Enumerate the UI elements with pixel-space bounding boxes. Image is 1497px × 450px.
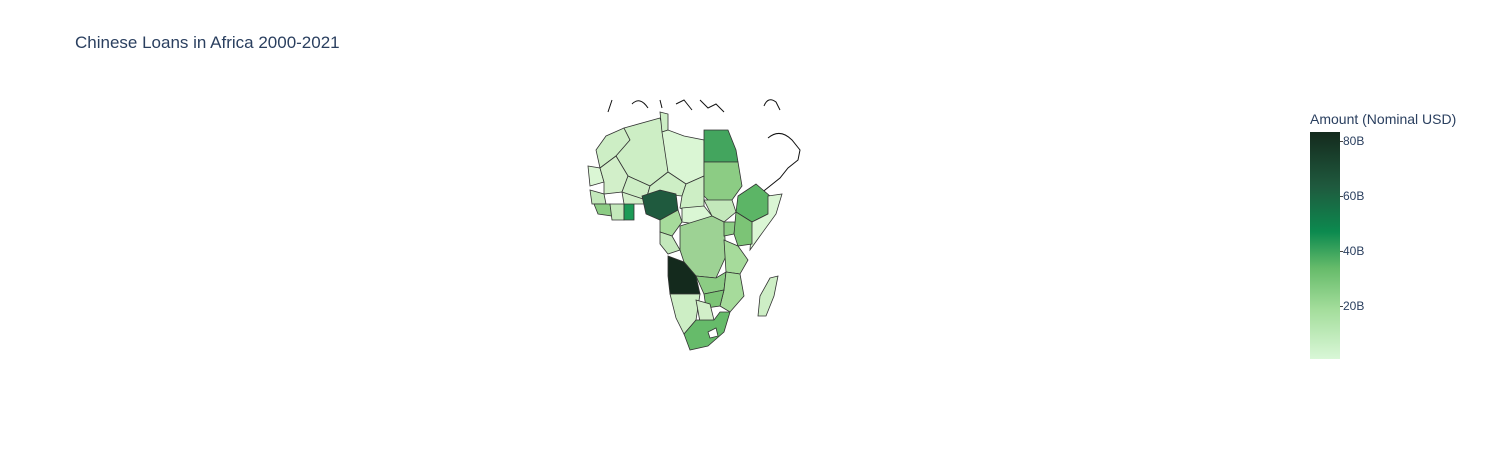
region-south-sudan[interactable] xyxy=(703,199,737,223)
chart-title: Chinese Loans in Africa 2000-2021 xyxy=(75,33,340,52)
region-cote-divoire[interactable] xyxy=(609,203,625,221)
europe-coastline xyxy=(607,99,801,195)
region-sudan[interactable] xyxy=(703,161,743,205)
region-kenya[interactable] xyxy=(733,211,753,247)
colorbar-tick-label: 80B xyxy=(1343,134,1365,148)
region-guinea[interactable] xyxy=(593,203,613,217)
region-somalia[interactable] xyxy=(749,193,783,252)
colorbar-tick-mark xyxy=(1340,251,1343,252)
colorbar-tick-label: 60B xyxy=(1343,189,1365,203)
region-egypt[interactable] xyxy=(703,129,739,163)
region-madagascar[interactable] xyxy=(757,275,779,317)
region-tanzania[interactable] xyxy=(723,239,749,275)
region-lesotho[interactable] xyxy=(707,327,719,339)
region-cameroon[interactable] xyxy=(659,209,683,237)
colorbar-title: Amount (Nominal USD) xyxy=(1310,111,1457,127)
region-gabon-congo[interactable] xyxy=(659,231,681,255)
region-south-africa[interactable] xyxy=(683,311,731,351)
colorbar-tick-mark xyxy=(1340,306,1343,307)
colorbar-tick-mark xyxy=(1340,141,1343,142)
colorbar-tick-mark xyxy=(1340,196,1343,197)
colorbar-gradient xyxy=(1310,132,1340,359)
colorbar-tick-label: 40B xyxy=(1343,244,1365,258)
colorbar-tick-label: 20B xyxy=(1343,299,1365,313)
